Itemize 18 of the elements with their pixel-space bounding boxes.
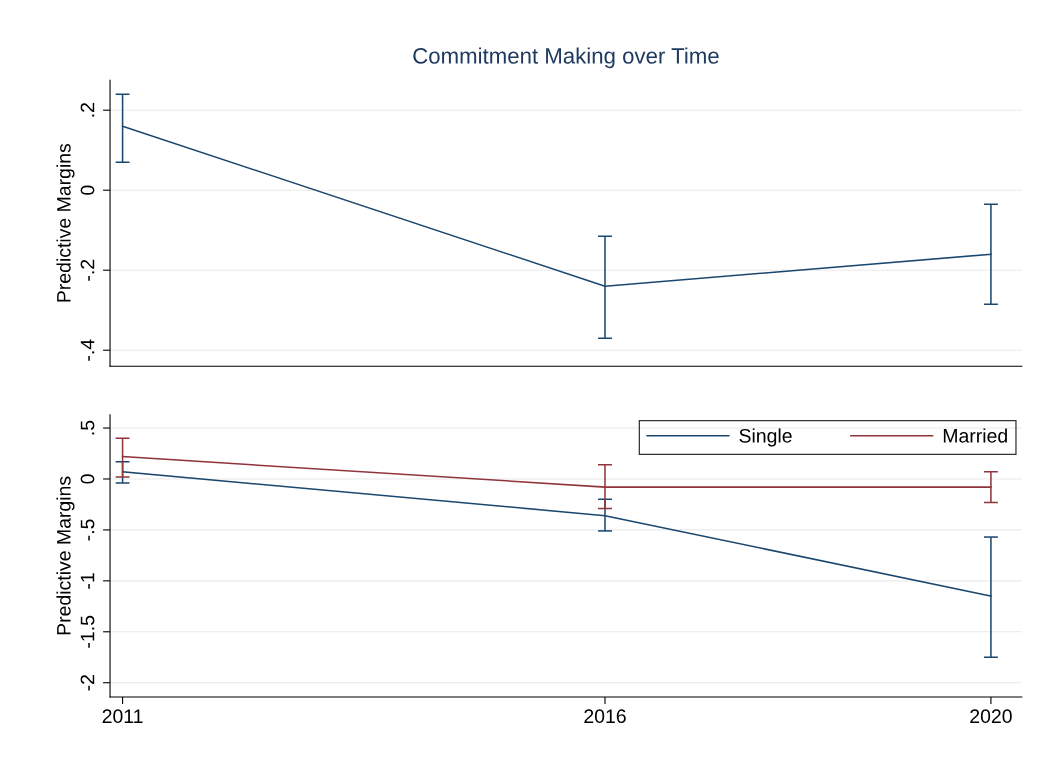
y-tick-label: -1.5: [80, 615, 95, 648]
y-tick-label: 0: [80, 185, 95, 195]
legend-label: Married: [943, 428, 1007, 443]
y-tick-label: -.5: [80, 519, 95, 541]
y-tick-label: .2: [80, 103, 95, 117]
y-tick-label: -1: [80, 573, 95, 589]
y-axis-title: Predictive Margins: [56, 143, 75, 302]
y-axis-title: Predictive Margins: [56, 476, 75, 635]
legend-label: Single: [739, 428, 792, 447]
x-tick-label: 2020: [970, 709, 1012, 724]
y-tick-label: -.2: [80, 259, 95, 281]
chart-title: Commitment Making over Time: [413, 47, 719, 69]
y-tick-label: 0: [80, 474, 95, 484]
y-tick-label: -2: [80, 675, 95, 691]
y-tick-label: .5: [80, 420, 95, 435]
x-tick-label: 2011: [102, 709, 143, 724]
y-tick-label: -.4: [80, 339, 95, 361]
x-tick-label: 2016: [584, 709, 626, 724]
